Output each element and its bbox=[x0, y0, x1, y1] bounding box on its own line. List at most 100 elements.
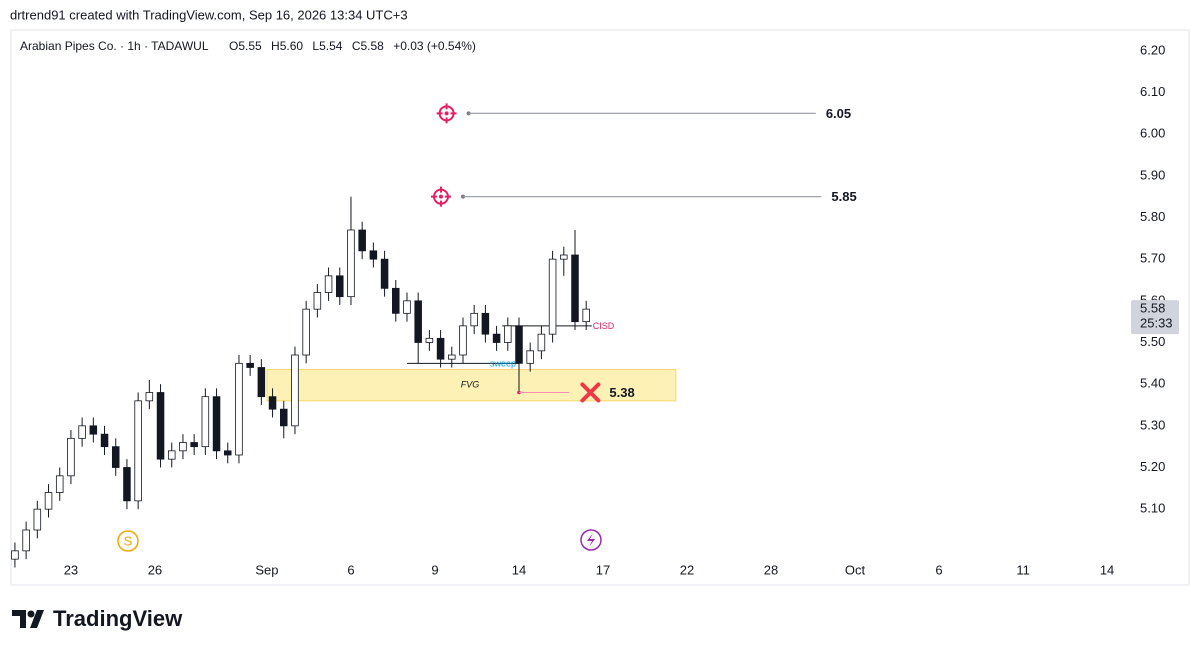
y-tick-label: 5.20 bbox=[1140, 459, 1165, 474]
candle-body bbox=[347, 229, 355, 298]
candle-body bbox=[324, 275, 333, 293]
cisd-label: CISD bbox=[593, 321, 615, 331]
candle-body bbox=[246, 362, 254, 368]
logo: TradingView bbox=[12, 606, 183, 631]
candle-body bbox=[392, 287, 400, 314]
candle-body bbox=[111, 446, 120, 468]
x-tick-label: 23 bbox=[64, 562, 78, 577]
logo-text: TradingView bbox=[53, 606, 183, 631]
candle-body bbox=[537, 333, 546, 352]
x-tick-label: 26 bbox=[148, 562, 162, 577]
fvg-zone bbox=[266, 369, 677, 402]
candle-body bbox=[414, 300, 422, 343]
candle-body bbox=[268, 396, 277, 410]
candle-body bbox=[582, 308, 590, 323]
x-tick-label: Oct bbox=[845, 562, 866, 577]
countdown: 25:33 bbox=[1140, 316, 1173, 331]
candle-body bbox=[313, 292, 322, 310]
candle-body bbox=[291, 354, 299, 427]
y-tick-label: 5.10 bbox=[1140, 501, 1165, 516]
candle-body bbox=[526, 350, 534, 364]
candle-body bbox=[190, 442, 198, 448]
target-icon-dot bbox=[444, 111, 449, 116]
candle-body bbox=[403, 300, 411, 314]
event-icon[interactable] bbox=[117, 530, 139, 552]
sweep-label: sweep bbox=[490, 359, 516, 369]
fvg-label: FVG bbox=[461, 380, 480, 390]
candle-body bbox=[436, 337, 445, 360]
candle-body bbox=[123, 467, 131, 502]
y-tick-label: 6.00 bbox=[1140, 126, 1165, 141]
logo-mark bbox=[12, 610, 44, 628]
candle-body bbox=[33, 508, 42, 531]
candle-body bbox=[156, 392, 165, 460]
stop-icon bbox=[580, 382, 601, 403]
legend-change: +0.03 (+0.54%) bbox=[393, 39, 476, 53]
ohlc-legend: O5.55 H5.60 L5.54 C5.58 +0.03 (+0.54%) bbox=[229, 39, 476, 53]
candle-body bbox=[78, 425, 86, 439]
legend-value: 5.55 bbox=[238, 39, 262, 53]
x-tick-label: Sep bbox=[255, 562, 278, 577]
candle-body bbox=[380, 258, 389, 289]
y-tick-label: 6.20 bbox=[1140, 42, 1165, 57]
candle-body bbox=[100, 433, 109, 448]
candle-body bbox=[369, 250, 378, 260]
candle-body bbox=[481, 312, 490, 335]
y-tick-label: 5.30 bbox=[1140, 417, 1165, 432]
y-tick-label: 5.40 bbox=[1140, 376, 1165, 391]
y-tick-label: 5.70 bbox=[1140, 251, 1165, 266]
price-tag bbox=[1131, 300, 1179, 335]
x-tick-label: 9 bbox=[431, 562, 438, 577]
target-icon-cross bbox=[430, 186, 451, 207]
candle-body bbox=[223, 450, 232, 456]
logo-dot bbox=[27, 610, 35, 618]
legend-value: 5.60 bbox=[280, 39, 304, 53]
candle-body bbox=[504, 325, 512, 343]
chart-frame bbox=[10, 29, 1190, 586]
y-tick-label: 5.50 bbox=[1140, 334, 1165, 349]
author-line: drtrend91 created with TradingView.com, … bbox=[10, 7, 408, 22]
x-tick-label: 6 bbox=[935, 562, 942, 577]
candle-body bbox=[212, 396, 221, 452]
candle-body bbox=[492, 333, 501, 343]
x-tick-label: 17 bbox=[596, 562, 610, 577]
candle-body bbox=[336, 275, 344, 298]
candle-body bbox=[201, 396, 210, 448]
stop-label: 5.38 bbox=[609, 385, 634, 400]
legend-label: O bbox=[229, 39, 238, 53]
legend-label: C bbox=[352, 39, 361, 53]
candle-body bbox=[145, 392, 154, 402]
chart-title: Arabian Pipes Co. · 1h · TADAWUL bbox=[20, 39, 209, 53]
candle-body bbox=[67, 437, 75, 477]
candle-body bbox=[425, 337, 434, 343]
last-price: 5.58 bbox=[1140, 301, 1165, 316]
legend-value: 5.58 bbox=[360, 39, 384, 53]
legend-value: 5.54 bbox=[319, 39, 343, 53]
target-label: 6.05 bbox=[826, 106, 851, 121]
candle-body bbox=[134, 400, 142, 502]
candle-body bbox=[470, 312, 478, 327]
candle-body bbox=[358, 229, 366, 252]
y-tick-label: 5.80 bbox=[1140, 209, 1165, 224]
target-icon-cross bbox=[436, 103, 457, 124]
candle-body bbox=[11, 550, 19, 560]
candle-body bbox=[22, 529, 30, 552]
x-tick-label: 11 bbox=[1016, 562, 1030, 577]
candle-body bbox=[548, 258, 557, 335]
candle-body bbox=[55, 475, 64, 493]
candle-body bbox=[448, 354, 456, 360]
x-tick-label: 14 bbox=[1100, 562, 1114, 577]
y-tick-label: 6.10 bbox=[1140, 84, 1165, 99]
event-label: S bbox=[124, 533, 133, 548]
candle-body bbox=[167, 450, 176, 460]
x-tick-label: 14 bbox=[512, 562, 526, 577]
candle-body bbox=[44, 492, 53, 510]
candle-body bbox=[302, 308, 310, 356]
candle-body bbox=[571, 254, 579, 323]
candle-body bbox=[257, 367, 266, 398]
candle-body bbox=[235, 362, 243, 456]
legend-label: H bbox=[271, 39, 280, 53]
x-tick-label: 28 bbox=[764, 562, 778, 577]
candle-body bbox=[89, 425, 98, 435]
